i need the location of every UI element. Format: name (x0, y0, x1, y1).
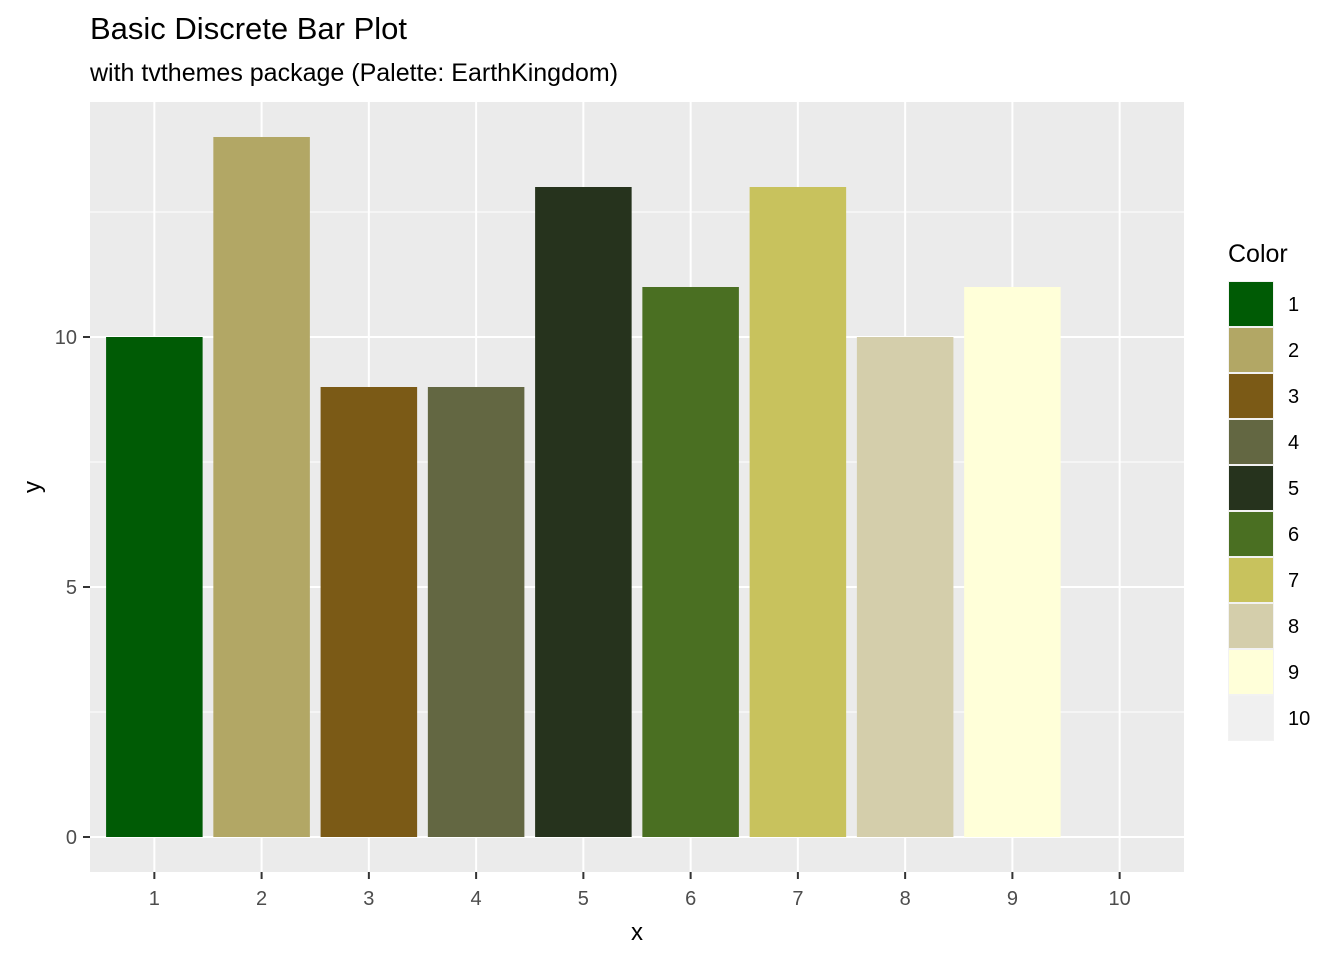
legend-label: 1 (1288, 294, 1299, 316)
bar-9 (964, 287, 1061, 837)
legend-swatch-4 (1229, 420, 1273, 464)
x-tick-label: 1 (149, 888, 160, 910)
legend: Color 1 2 3 4 5 6 7 8 9 10 (1228, 240, 1310, 741)
bar-5 (535, 187, 632, 837)
legend-label: 5 (1288, 478, 1299, 500)
x-tick-label: 9 (1007, 888, 1018, 910)
legend-swatch-8 (1229, 604, 1273, 648)
legend-swatch-9 (1229, 650, 1273, 694)
y-tick-label: 0 (66, 827, 77, 849)
legend-swatch-1 (1229, 282, 1273, 326)
chart-title: Basic Discrete Bar Plot (90, 11, 407, 46)
legend-label: 8 (1288, 616, 1299, 638)
legend-swatch-6 (1229, 512, 1273, 556)
y-tick-label: 10 (55, 327, 77, 349)
legend-label: 6 (1288, 524, 1299, 546)
x-tick-label: 3 (363, 888, 374, 910)
legend-swatch-5 (1229, 466, 1273, 510)
bars (106, 137, 1061, 837)
legend-label: 7 (1288, 570, 1299, 592)
x-tick-label: 5 (578, 888, 589, 910)
legend-swatch-2 (1229, 328, 1273, 372)
x-tick-label: 8 (900, 888, 911, 910)
chart-subtitle: with tvthemes package (Palette: EarthKin… (90, 59, 619, 87)
bar-6 (642, 287, 739, 837)
x-tick-label: 2 (256, 888, 267, 910)
x-tick-label: 4 (471, 888, 482, 910)
legend-label: 2 (1288, 340, 1299, 362)
legend-swatch-7 (1229, 558, 1273, 602)
x-tick-label: 10 (1109, 888, 1131, 910)
bar-3 (320, 387, 418, 837)
legend-label: 9 (1288, 662, 1299, 684)
bar-1 (106, 337, 203, 837)
y-axis-title: y (19, 481, 46, 493)
legend-label: 4 (1288, 432, 1299, 454)
x-tick-label: 6 (685, 888, 696, 910)
legend-swatch-3 (1229, 374, 1273, 418)
x-axis-title: x (631, 919, 643, 946)
bar-8 (856, 337, 954, 837)
x-tick-label: 7 (792, 888, 803, 910)
bar-7 (749, 187, 847, 837)
bar-2 (213, 137, 310, 837)
legend-swatch-10 (1229, 696, 1273, 740)
legend-label: 3 (1288, 386, 1299, 408)
legend-label: 10 (1288, 708, 1310, 730)
y-tick-label: 5 (66, 577, 77, 599)
legend-title: Color (1228, 240, 1288, 268)
bar-4 (427, 387, 525, 837)
x-axis: 1 2 3 4 5 6 7 8 9 10 (149, 872, 1131, 910)
y-axis: 0 5 10 (55, 327, 90, 849)
